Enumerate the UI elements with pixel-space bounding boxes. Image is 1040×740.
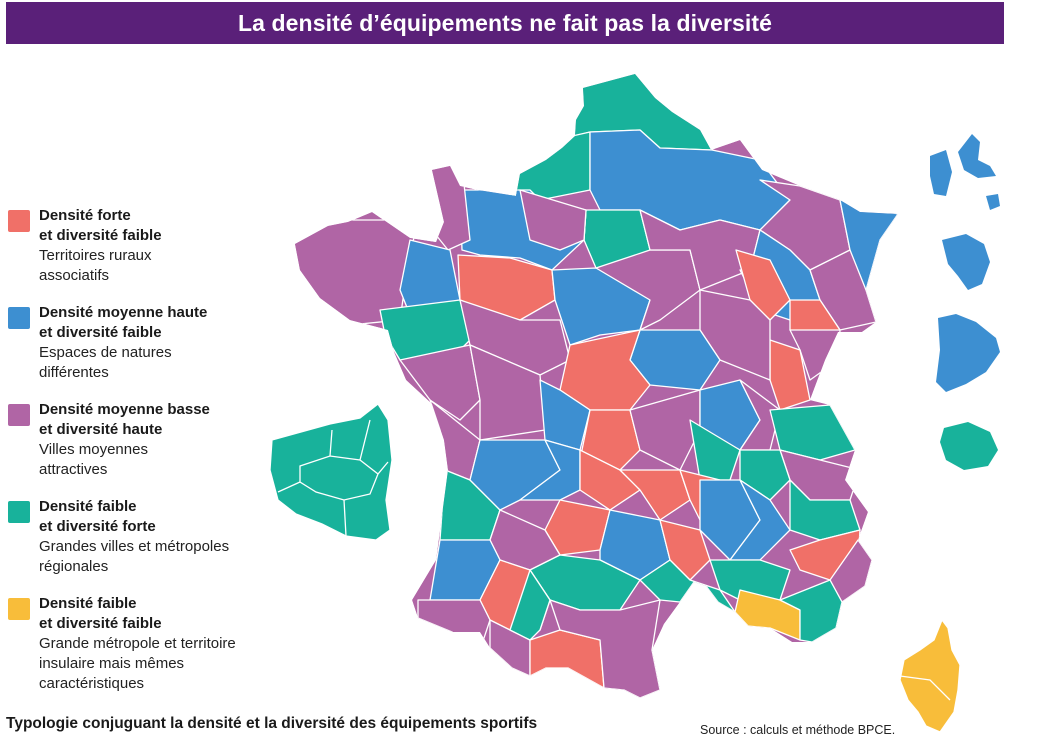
legend-swatch-yellow bbox=[8, 598, 30, 620]
region-deux-sevres bbox=[469, 344, 546, 441]
legend-swatch-purple bbox=[8, 404, 30, 426]
region-haute-vienne bbox=[539, 379, 591, 451]
corsica-border bbox=[899, 675, 951, 701]
map-title-bar: La densité d’équipements ne fait pas la … bbox=[6, 2, 1004, 44]
region-pyrenees-atlantiques bbox=[417, 599, 491, 651]
region-lozere bbox=[659, 519, 711, 581]
legend-title-line2: et diversité haute bbox=[39, 421, 163, 438]
map-title: La densité d’équipements ne fait pas la … bbox=[237, 9, 773, 36]
paris-inset bbox=[269, 403, 393, 541]
mainland-france bbox=[295, 74, 898, 698]
legend-title-line1: Densité moyenne basse bbox=[39, 401, 210, 418]
legend-title-line1: Densité moyenne haute bbox=[39, 304, 208, 321]
region-isere bbox=[739, 449, 791, 501]
region-var bbox=[779, 579, 843, 643]
region-manche bbox=[419, 159, 471, 251]
legend-title-line1: Densité faible bbox=[39, 498, 137, 515]
guyane bbox=[936, 314, 1000, 392]
guadeloupe-grande-terre bbox=[958, 134, 996, 178]
legend-desc-line2: associatifs bbox=[39, 267, 110, 284]
legend-desc-line1: Grande métropole et territoire bbox=[39, 635, 236, 652]
legend-title-line1: Densité forte bbox=[39, 207, 131, 224]
map-caption: Typologie conjuguant la densité et la di… bbox=[6, 715, 538, 732]
region-aude bbox=[549, 599, 661, 698]
region-gard-vaucluse bbox=[709, 559, 791, 601]
corsica bbox=[899, 618, 961, 733]
legend-title-line2: et diversité forte bbox=[39, 518, 156, 535]
legend-title-line1: Densité faible bbox=[39, 595, 137, 612]
legend-desc-line2: régionales bbox=[39, 558, 109, 575]
region-eure bbox=[519, 189, 587, 251]
legend-desc-line2: attractives bbox=[39, 461, 108, 478]
martinique bbox=[942, 234, 990, 290]
legend-swatch-teal bbox=[8, 501, 30, 523]
legend-desc-line2: différentes bbox=[39, 364, 109, 381]
region-herault bbox=[639, 559, 736, 613]
la-reunion bbox=[940, 422, 998, 470]
legend-title-line2: et diversité faible bbox=[39, 227, 162, 244]
guadeloupe-basse-terre bbox=[930, 150, 952, 196]
region-correze bbox=[579, 449, 641, 511]
region-vendee bbox=[399, 344, 481, 421]
legend-title-line2: et diversité faible bbox=[39, 615, 162, 632]
legend-desc-line3: caractéristiques bbox=[39, 675, 145, 692]
legend-desc-line1: Grandes villes et métropoles bbox=[39, 538, 230, 555]
legend-title-line2: et diversité faible bbox=[39, 324, 162, 341]
region-cantal bbox=[619, 469, 691, 521]
legend-desc-line1: Villes moyennes bbox=[39, 441, 148, 458]
legend-desc-line2: insulaire mais mêmes bbox=[39, 655, 185, 672]
region-haute-garonne bbox=[509, 569, 551, 641]
region-lot bbox=[544, 499, 611, 556]
legend-swatch-coral bbox=[8, 210, 30, 232]
legend-swatch-blue bbox=[8, 307, 30, 329]
map-source: Source : calculs et méthode BPCE. bbox=[700, 723, 896, 737]
region-allier bbox=[629, 389, 701, 471]
legend-desc-line1: Territoires ruraux bbox=[39, 247, 152, 264]
guadeloupe-marie-galante bbox=[986, 194, 1000, 210]
region-haute-savoie bbox=[769, 404, 856, 461]
region-haute-saone bbox=[735, 249, 791, 321]
legend-desc-line1: Espaces de natures bbox=[39, 344, 172, 361]
